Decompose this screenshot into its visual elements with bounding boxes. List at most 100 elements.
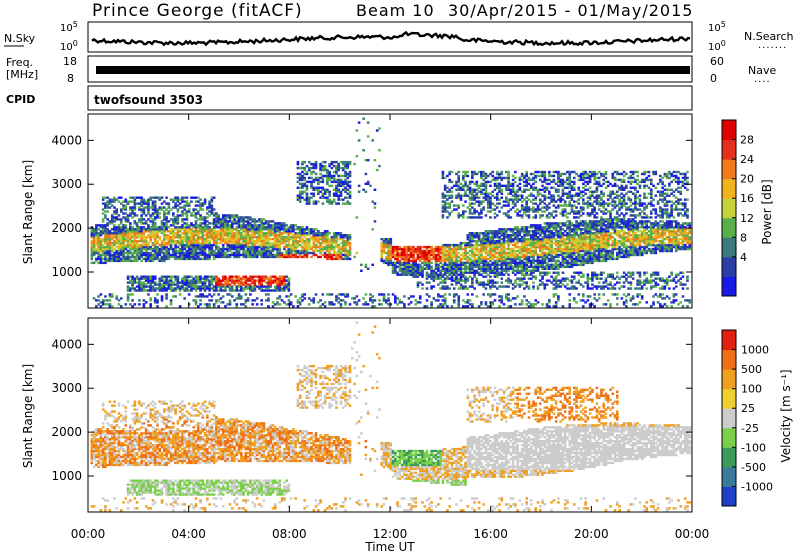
- echo-cell: [409, 269, 413, 272]
- echo-cell: [326, 176, 329, 180]
- echo-cell: [466, 216, 470, 219]
- echo-cell: [271, 255, 275, 259]
- echo-cell: [464, 269, 467, 272]
- echo-cell: [153, 204, 157, 207]
- echo-cell: [317, 188, 320, 191]
- echo-cell: [273, 253, 277, 257]
- echo-cell: [400, 263, 404, 267]
- echo-cell: [337, 237, 341, 241]
- echo-cell: [185, 196, 189, 199]
- echo-cell: [203, 247, 207, 251]
- echo-cell: [448, 180, 451, 184]
- echo-cell: [303, 247, 307, 251]
- echo-cell: [486, 194, 490, 197]
- echo-cell: [129, 289, 132, 292]
- echo-cell: [434, 259, 438, 263]
- echo-cell: [332, 241, 336, 245]
- echo-cell: [303, 190, 307, 193]
- echo-cell: [387, 237, 390, 241]
- echo-cell: [113, 235, 116, 239]
- echo-cell: [520, 190, 524, 193]
- echo-cell: [115, 208, 119, 211]
- echo-cell: [507, 237, 510, 241]
- echo-cell: [346, 192, 350, 195]
- echo-cell: [371, 139, 374, 142]
- echo-cell: [242, 220, 245, 223]
- echo-cell: [185, 234, 189, 237]
- echo-cell: [312, 301, 316, 304]
- echo-cell: [289, 293, 293, 296]
- echo-cell: [119, 220, 123, 223]
- echo-cell: [285, 285, 288, 288]
- echo-cell: [140, 216, 143, 219]
- echo-cell: [505, 263, 508, 267]
- echo-cell: [457, 265, 461, 269]
- echo-cell: [446, 198, 449, 201]
- echo-cell: [108, 305, 112, 308]
- echo-cell: [475, 263, 479, 267]
- echo-cell: [292, 237, 295, 241]
- echo-cell: [258, 287, 261, 290]
- echo-cell: [337, 202, 341, 205]
- echo-cell: [153, 243, 157, 247]
- echo-cell: [339, 166, 343, 170]
- echo-cell: [283, 247, 286, 251]
- echo-cell: [441, 176, 445, 180]
- echo-cell: [292, 234, 295, 237]
- echo-cell: [156, 228, 159, 231]
- echo-cell: [108, 237, 112, 241]
- echo-cell: [330, 293, 334, 296]
- echo-cell: [335, 194, 338, 197]
- echo-cell: [486, 281, 490, 284]
- echo-cell: [468, 263, 472, 267]
- echo-cell: [119, 234, 123, 237]
- echo-cell: [215, 218, 218, 221]
- echo-cell: [176, 249, 180, 253]
- echo-cell: [194, 251, 198, 255]
- echo-cell: [240, 216, 243, 219]
- echo-cell: [196, 200, 200, 203]
- echo-cell: [495, 235, 499, 239]
- echo-cell: [162, 255, 166, 259]
- echo-cell: [505, 204, 508, 207]
- echo-cell: [151, 234, 155, 237]
- echo-cell: [525, 230, 528, 233]
- echo-cell: [104, 226, 107, 229]
- echo-cell: [215, 277, 218, 280]
- echo-cell: [264, 253, 268, 257]
- echo-cell: [432, 255, 436, 259]
- echo-cell: [169, 247, 173, 251]
- echo-cell: [523, 245, 526, 249]
- echo-cell: [90, 261, 94, 265]
- echo-cell: [219, 228, 223, 231]
- echo-cell: [298, 234, 302, 237]
- echo-cell: [335, 166, 338, 170]
- echo-cell: [520, 253, 524, 257]
- echo-cell: [459, 243, 463, 247]
- echo-cell: [108, 234, 112, 237]
- echo-cell: [149, 255, 153, 259]
- echo-cell: [287, 255, 291, 259]
- echo-cell: [262, 241, 266, 245]
- echo-cell: [455, 267, 458, 270]
- echo-cell: [126, 214, 130, 217]
- echo-cell: [493, 263, 497, 267]
- echo-cell: [523, 265, 526, 269]
- echo-cell: [183, 277, 186, 280]
- echo-cell: [516, 212, 519, 215]
- echo-cell: [99, 249, 103, 253]
- echo-cell: [455, 172, 458, 176]
- echo-cell: [337, 297, 341, 300]
- echo-cell: [443, 285, 447, 288]
- echo-cell: [210, 283, 214, 286]
- echo-cell: [389, 255, 393, 259]
- echo-cell: [339, 180, 343, 184]
- echo-cell: [382, 243, 386, 247]
- echo-cell: [387, 251, 390, 255]
- echo-cell: [119, 253, 123, 257]
- echo-cell: [190, 251, 193, 255]
- echo-cell: [484, 196, 488, 199]
- echo-cell: [348, 243, 352, 247]
- echo-cell: [525, 202, 528, 205]
- echo-cell: [169, 255, 173, 259]
